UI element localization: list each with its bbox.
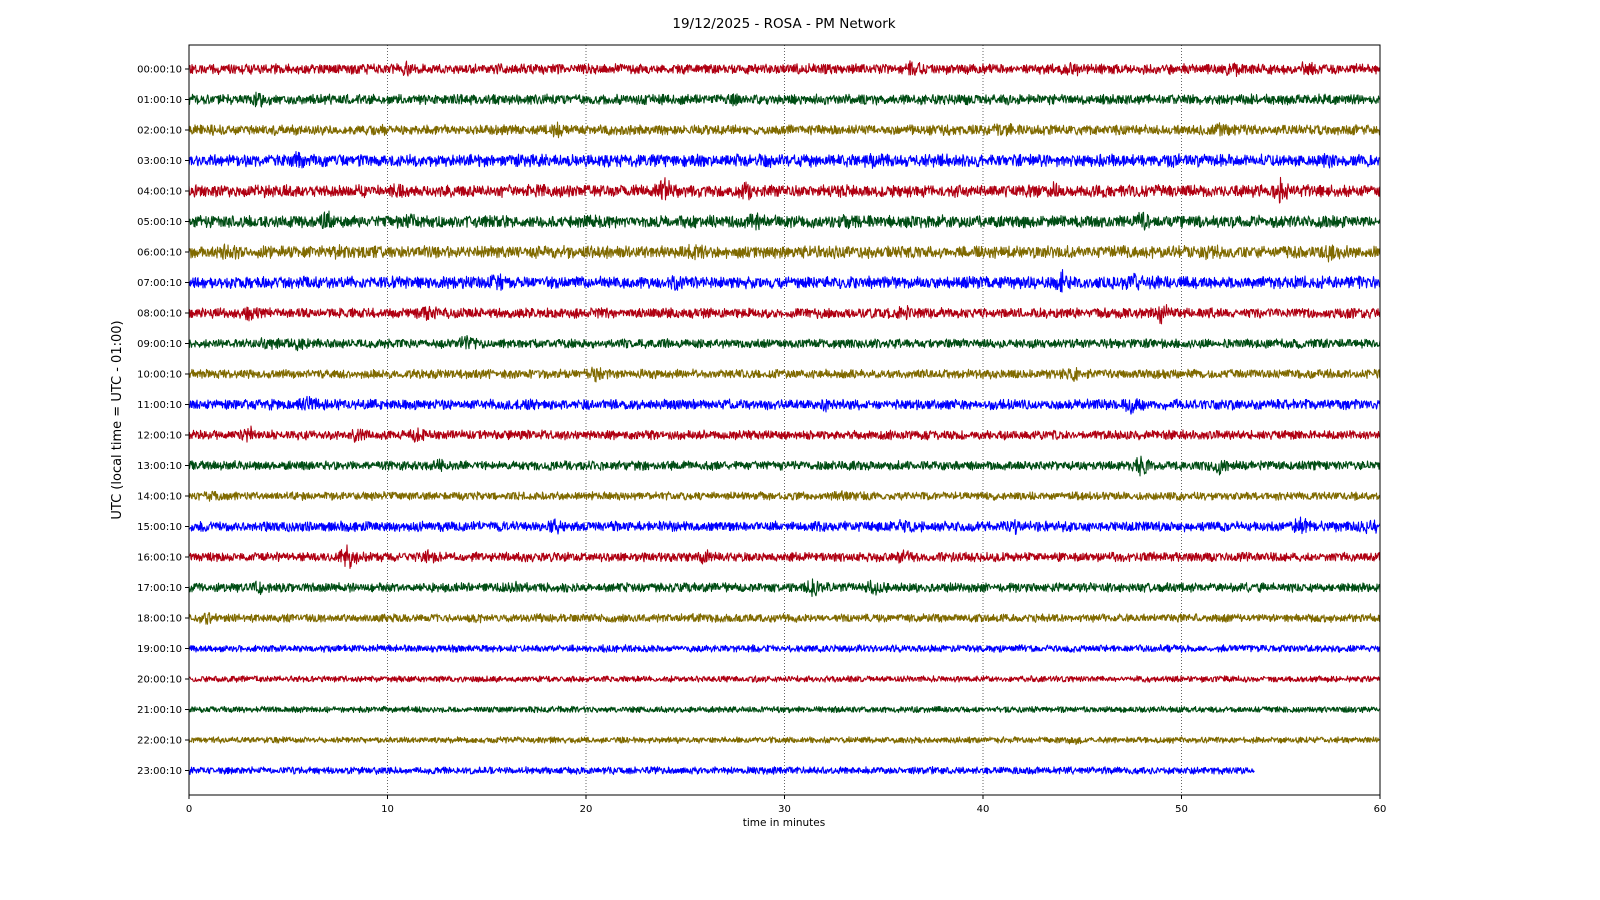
trace-02-00-10 [188,121,1381,139]
y-axis-label: UTC (local time = UTC - 01:00) [110,320,125,519]
y-tick-label: 16:00:10 [137,553,182,564]
trace-03-00-10 [188,151,1381,169]
trace-09-00-10 [188,334,1381,352]
trace-13-00-10 [188,455,1381,477]
y-tick-label: 14:00:10 [137,492,182,503]
y-tick-label: 01:00:10 [137,95,182,106]
grid-lines [387,45,1182,795]
x-axis-ticks: 0 10 20 30 40 50 60 [186,795,1387,815]
y-axis-ticks: 00:00:10 01:00:10 02:00:10 03:00:10 04:00:10… [137,65,189,777]
y-tick-label: 06:00:10 [137,248,182,259]
chart-title: 19/12/2025 - ROSA - PM Network [672,16,895,32]
x-axis-label: time in minutes [743,817,825,829]
y-tick-label: 03:00:10 [137,156,182,167]
y-tick-label: 04:00:10 [137,187,182,198]
trace-12-00-10 [188,425,1381,443]
trace-05-00-10 [188,210,1381,231]
x-tick-label: 0 [186,804,192,815]
y-tick-label: 17:00:10 [137,583,182,594]
y-tick-label: 09:00:10 [137,339,182,350]
x-tick-label: 20 [580,804,593,815]
y-tick-label: 22:00:10 [137,736,182,747]
trace-19-00-10 [188,644,1381,653]
y-tick-label: 05:00:10 [137,217,182,228]
trace-11-00-10 [188,395,1381,415]
y-tick-label: 02:00:10 [137,126,182,137]
x-tick-label: 50 [1175,804,1188,815]
trace-20-00-10 [188,675,1381,683]
x-tick-label: 10 [381,804,394,815]
trace-14-00-10 [188,490,1381,502]
y-tick-label: 19:00:10 [137,644,182,655]
trace-07-00-10 [188,268,1381,293]
trace-18-00-10 [188,611,1381,625]
trace-22-00-10 [188,736,1381,746]
y-tick-label: 23:00:10 [137,766,182,777]
trace-15-00-10 [188,516,1381,535]
y-tick-label: 07:00:10 [137,278,182,289]
trace-23-00-10 [188,766,1255,775]
trace-17-00-10 [188,578,1381,598]
y-tick-label: 12:00:10 [137,431,182,442]
y-tick-label: 20:00:10 [137,675,182,686]
y-tick-label: 10:00:10 [137,370,182,381]
y-tick-label: 08:00:10 [137,309,182,320]
y-tick-label: 11:00:10 [137,400,182,411]
traces [188,60,1381,775]
trace-21-00-10 [188,705,1381,714]
trace-06-00-10 [188,243,1381,263]
x-tick-label: 60 [1374,804,1387,815]
y-tick-label: 21:00:10 [137,705,182,716]
trace-04-00-10 [188,176,1381,204]
x-tick-label: 30 [778,804,791,815]
trace-16-00-10 [188,544,1381,569]
x-tick-label: 40 [977,804,990,815]
y-tick-label: 00:00:10 [137,65,182,76]
trace-08-00-10 [188,303,1381,325]
y-tick-label: 18:00:10 [137,614,182,625]
y-tick-label: 13:00:10 [137,461,182,472]
trace-00-00-10 [188,60,1381,78]
y-tick-label: 15:00:10 [137,522,182,533]
trace-10-00-10 [188,366,1381,383]
trace-01-00-10 [188,91,1381,108]
